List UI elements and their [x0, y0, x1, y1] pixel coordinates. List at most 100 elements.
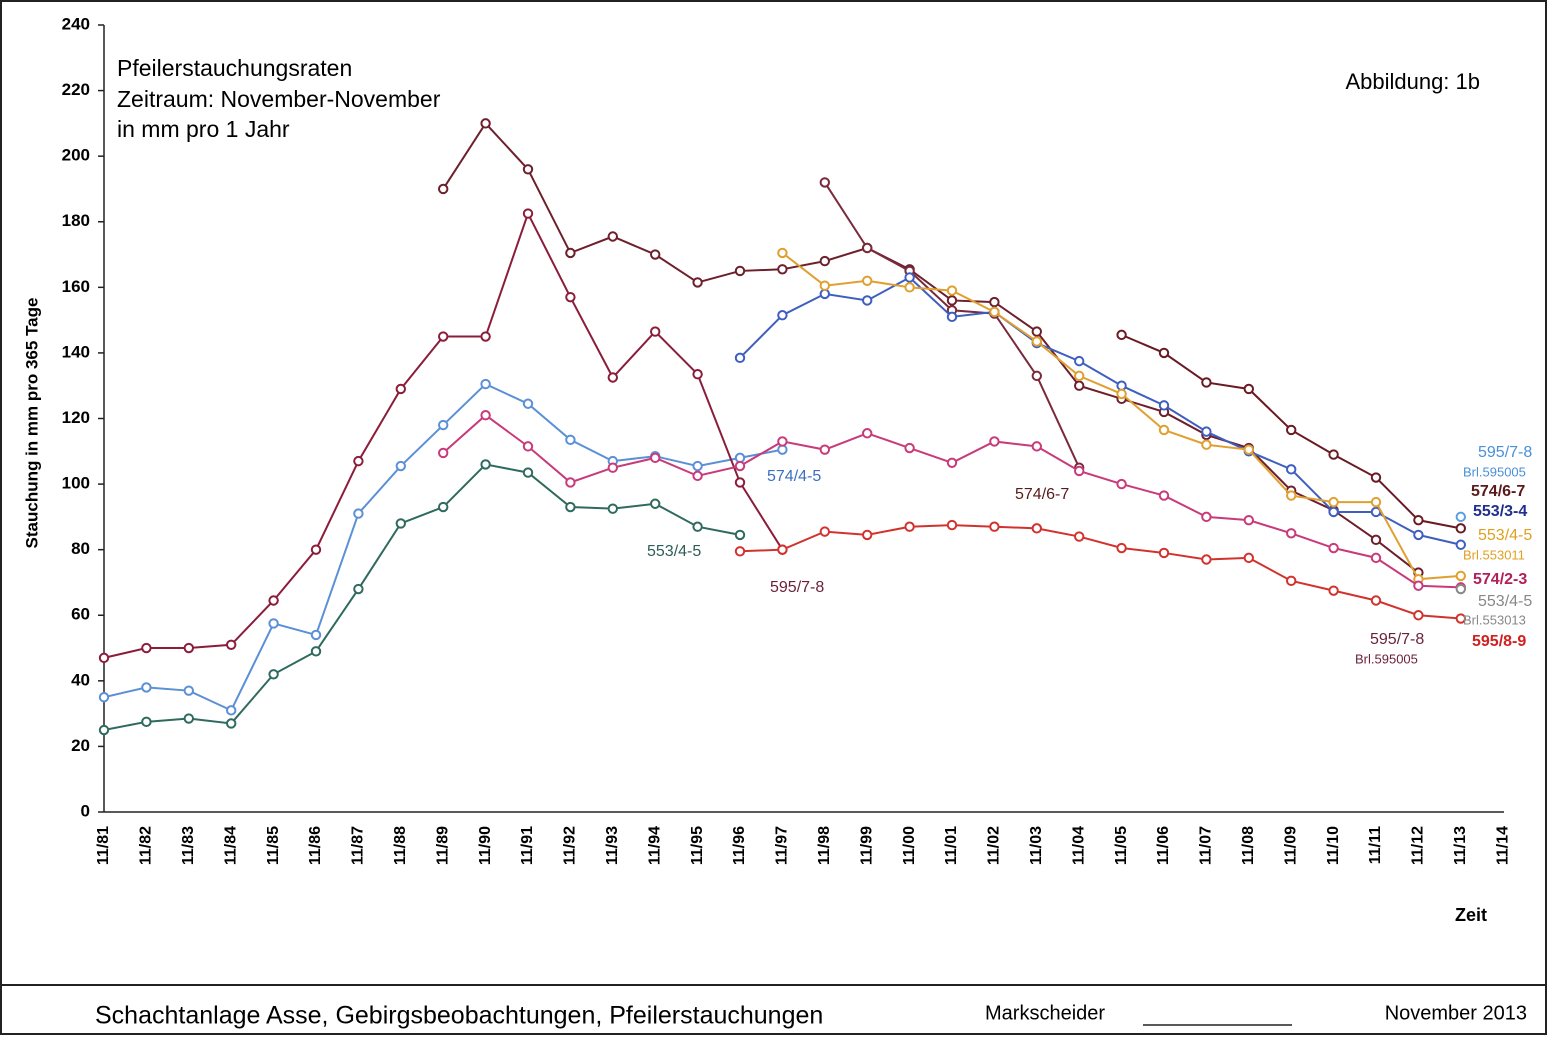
data-point [692, 460, 703, 472]
data-point [1116, 380, 1127, 391]
data-point [310, 646, 322, 657]
series-label: 595/7-8 [770, 579, 824, 596]
data-point [1370, 534, 1382, 546]
data-point [989, 306, 1000, 318]
data-point [777, 247, 788, 259]
data-point [946, 285, 958, 296]
series-label: 595/8-9 [1472, 633, 1526, 650]
data-point [480, 410, 491, 421]
data-point [819, 280, 830, 291]
data-point [395, 460, 406, 472]
data-point [904, 442, 915, 454]
data-point [1455, 613, 1467, 624]
data-point [1031, 326, 1043, 337]
series-label: 553/3-4 [1473, 503, 1527, 520]
data-point [650, 326, 661, 337]
x-tick-label: 11/00 [901, 826, 918, 865]
data-point [1158, 490, 1170, 501]
series-label: 574/4-5 [767, 468, 821, 485]
series-label: 553/4-5 [647, 543, 701, 560]
data-point [353, 508, 364, 519]
data-point [946, 295, 958, 306]
series-label: 553/4-5 [1478, 593, 1532, 610]
y-tick-label: 220 [62, 80, 90, 99]
data-point [989, 296, 1000, 308]
x-tick-label: 11/07 [1198, 826, 1215, 865]
series-line [739, 276, 1462, 546]
data-point [565, 247, 576, 259]
data-point [734, 477, 746, 488]
series-label: Brl.553011 [1463, 547, 1525, 562]
footer-left: Schachtanlage Asse, Gebirgsbeobachtungen… [95, 1002, 823, 1030]
data-point [395, 518, 406, 529]
data-point [989, 521, 1000, 532]
y-tick-label: 40 [71, 670, 90, 689]
data-point [777, 310, 788, 321]
data-point [310, 544, 322, 555]
data-point [904, 521, 915, 532]
data-point [819, 526, 830, 537]
data-point [395, 383, 406, 395]
data-point [268, 669, 279, 680]
data-point [480, 331, 491, 342]
x-tick-label: 11/95 [689, 826, 706, 865]
data-point [1201, 439, 1212, 450]
data-point [862, 295, 873, 306]
data-point [734, 265, 746, 277]
series-line [103, 463, 741, 732]
data-point [1243, 514, 1255, 526]
y-axis-label: Stauchung in mm pro 365 Tage [22, 298, 41, 549]
data-point [98, 652, 110, 664]
data-point [1370, 552, 1382, 564]
x-tick-label: 11/10 [1325, 826, 1342, 865]
data-point [268, 618, 279, 629]
data-point [1031, 370, 1043, 382]
data-point [1243, 444, 1255, 455]
data-point [1413, 529, 1424, 541]
data-point [353, 583, 364, 595]
y-tick-label: 60 [71, 605, 90, 624]
series-label: 574/2-3 [1473, 571, 1527, 588]
data-point [734, 529, 746, 541]
data-point [1328, 496, 1339, 508]
data-point [692, 369, 703, 380]
data-point [438, 331, 449, 342]
data-point [438, 419, 449, 431]
x-tick-label: 11/87 [350, 826, 367, 865]
y-tick-label: 180 [62, 211, 90, 230]
x-tick-label: 11/99 [858, 826, 875, 865]
data-point [862, 529, 873, 541]
x-tick-label: 11/88 [392, 826, 409, 865]
data-point [565, 501, 576, 513]
data-point [1286, 575, 1297, 587]
data-point [650, 249, 661, 260]
data-point [438, 447, 449, 459]
x-tick-label: 11/13 [1452, 826, 1469, 865]
data-point [1413, 610, 1424, 621]
data-point [1370, 506, 1382, 518]
data-point [1116, 388, 1127, 400]
data-point [183, 642, 195, 654]
data-point [777, 544, 788, 555]
data-point [1074, 355, 1085, 367]
series-line [739, 524, 1461, 620]
x-tick-label: 11/02 [986, 826, 1003, 865]
x-tick-label: 11/14 [1494, 826, 1511, 865]
data-point [480, 459, 491, 470]
x-tick-label: 11/81 [95, 826, 112, 865]
data-point [438, 501, 449, 513]
data-point [1116, 478, 1127, 490]
x-tick-label: 11/97 [774, 826, 791, 865]
data-point [607, 503, 618, 514]
data-point [692, 521, 703, 532]
data-point [904, 272, 915, 283]
x-tick-label: 11/12 [1410, 826, 1427, 865]
data-point [650, 452, 661, 464]
data-point [734, 352, 746, 364]
data-point [1286, 528, 1297, 539]
data-point [1201, 426, 1212, 437]
x-tick-label: 11/94 [646, 826, 663, 865]
data-point [1158, 400, 1170, 411]
data-point [1286, 464, 1297, 475]
x-tick-label: 11/06 [1155, 826, 1172, 865]
